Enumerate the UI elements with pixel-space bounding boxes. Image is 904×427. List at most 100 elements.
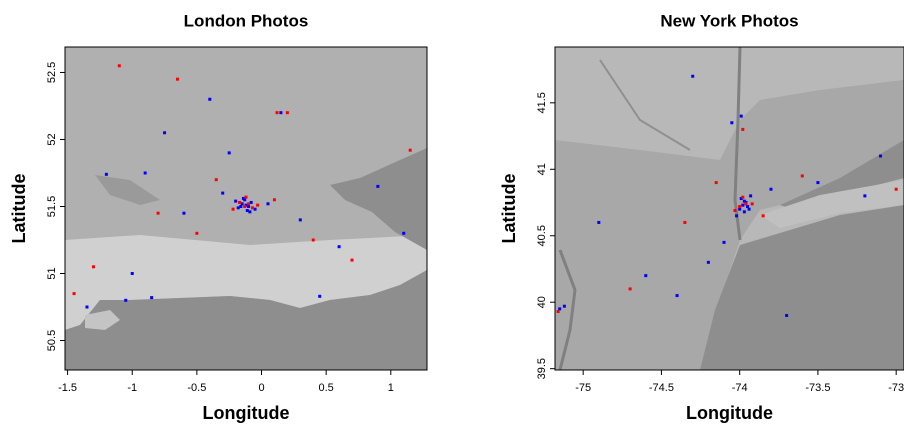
- point: [318, 295, 321, 298]
- y-tick-label: 40: [536, 296, 548, 308]
- point: [221, 192, 224, 195]
- x-axis-label: Longitude: [686, 403, 773, 423]
- point: [748, 208, 751, 211]
- point: [131, 272, 134, 275]
- x-tick-label: -73: [888, 382, 904, 394]
- point: [312, 238, 315, 241]
- point: [73, 292, 76, 295]
- point: [409, 149, 412, 152]
- point: [254, 208, 257, 211]
- point: [238, 201, 241, 204]
- point: [241, 202, 244, 205]
- point: [250, 201, 253, 204]
- point: [150, 296, 153, 299]
- point: [676, 294, 679, 297]
- x-tick-label: 0.5: [319, 382, 334, 394]
- point: [276, 111, 279, 114]
- point: [243, 205, 246, 208]
- y-tick-label: 41: [536, 163, 548, 175]
- point: [557, 310, 560, 313]
- y-tick-label: 40.5: [536, 225, 548, 246]
- point: [144, 171, 147, 174]
- point: [85, 306, 88, 309]
- point: [182, 212, 185, 215]
- point: [762, 214, 765, 217]
- point: [749, 194, 752, 197]
- y-axis-label: Latitude: [9, 174, 29, 244]
- point: [124, 299, 127, 302]
- point: [286, 111, 289, 114]
- point: [644, 274, 647, 277]
- chart: London PhotosLongitudeLatitude-1.5-1-0.5…: [0, 0, 904, 427]
- point: [228, 151, 231, 154]
- terrain: [555, 47, 904, 370]
- y-tick-label: 39.5: [536, 358, 548, 379]
- x-tick-label: -73.5: [805, 382, 830, 394]
- point: [743, 200, 746, 203]
- point: [376, 185, 379, 188]
- point: [723, 241, 726, 244]
- point: [629, 287, 632, 290]
- point: [176, 78, 179, 81]
- point: [751, 202, 754, 205]
- point: [895, 188, 898, 191]
- x-tick-label: -1.5: [58, 382, 77, 394]
- point: [801, 174, 804, 177]
- point: [740, 115, 743, 118]
- y-tick-label: 51: [46, 267, 58, 279]
- point: [707, 261, 710, 264]
- point: [597, 221, 600, 224]
- point: [299, 218, 302, 221]
- x-tick-label: 0: [258, 382, 264, 394]
- point: [683, 221, 686, 224]
- point: [691, 75, 694, 78]
- point: [195, 232, 198, 235]
- y-tick-label: 52.5: [46, 62, 58, 83]
- point: [279, 111, 282, 114]
- point: [232, 208, 235, 211]
- point: [239, 205, 242, 208]
- point: [735, 214, 738, 217]
- x-tick-label: -74.5: [649, 382, 674, 394]
- point: [245, 196, 248, 199]
- point: [118, 64, 121, 67]
- point: [351, 259, 354, 262]
- point: [715, 181, 718, 184]
- point: [402, 232, 405, 235]
- point: [741, 196, 744, 199]
- point: [563, 305, 566, 308]
- x-tick-label: -1: [127, 382, 137, 394]
- point: [105, 173, 108, 176]
- point: [247, 202, 250, 205]
- point: [273, 198, 276, 201]
- point: [246, 209, 249, 212]
- point: [157, 212, 160, 215]
- point: [215, 178, 218, 181]
- point: [746, 205, 749, 208]
- point: [558, 307, 561, 310]
- terrain: [65, 47, 427, 370]
- point: [741, 128, 744, 131]
- x-axis-label: Longitude: [203, 403, 290, 423]
- x-tick-label: -74: [732, 382, 748, 394]
- point: [863, 194, 866, 197]
- point: [248, 210, 251, 213]
- y-axis-label: Latitude: [499, 174, 519, 244]
- point: [242, 197, 245, 200]
- point: [769, 188, 772, 191]
- point: [251, 206, 254, 209]
- point: [738, 208, 741, 211]
- point: [256, 204, 259, 207]
- point: [743, 210, 746, 213]
- point: [266, 202, 269, 205]
- x-tick-label: 1: [388, 382, 394, 394]
- y-tick-label: 51.5: [46, 196, 58, 217]
- point: [816, 181, 819, 184]
- point: [730, 121, 733, 124]
- point: [741, 204, 744, 207]
- chart-title: London Photos: [184, 11, 309, 30]
- point: [785, 314, 788, 317]
- y-tick-label: 52: [46, 133, 58, 145]
- point: [234, 200, 237, 203]
- point: [733, 209, 736, 212]
